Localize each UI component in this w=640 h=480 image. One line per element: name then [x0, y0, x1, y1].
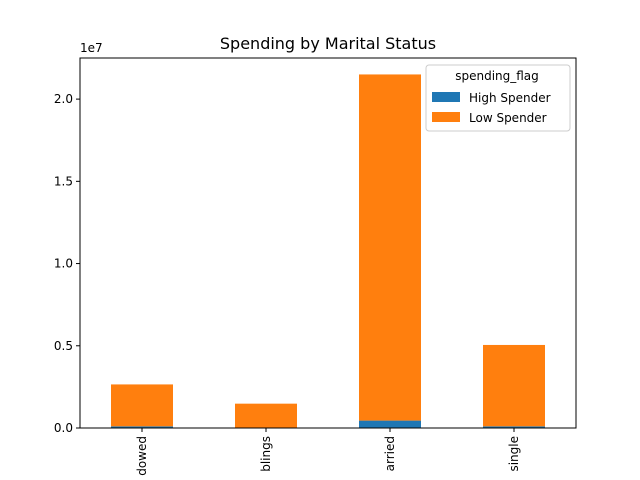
x-tick-label: dowed — [135, 436, 149, 476]
x-tick-label: arried — [383, 436, 397, 471]
chart-title: Spending by Marital Status — [220, 34, 436, 53]
legend-label: High Spender — [469, 91, 551, 105]
x-tick-label: blings — [259, 436, 273, 472]
legend-box — [425, 64, 571, 132]
plot-frame — [79, 57, 577, 429]
legend-title: spending_flag — [455, 69, 539, 83]
legend: spending_flag High Spender Low Spender — [425, 64, 571, 132]
y-axis-offset-label: 1e7 — [80, 41, 103, 55]
y-axis: 0.0 0.5 1.0 1.5 2.0 — [54, 92, 80, 435]
legend-label: Low Spender — [469, 111, 547, 125]
legend-items: High Spender Low Spender — [432, 91, 551, 125]
y-tick-label: 0.5 — [54, 339, 73, 353]
bar-low-spender-arried — [359, 74, 421, 421]
y-tick-label: 1.5 — [54, 174, 73, 188]
bar-high-spender-single — [483, 426, 545, 428]
legend-swatch — [432, 92, 460, 102]
bar-high-spender-dowed — [111, 426, 173, 428]
y-tick-label: 2.0 — [54, 92, 73, 106]
bar-high-spender-arried — [359, 420, 421, 428]
x-tick-label: single — [507, 436, 521, 472]
y-tick-label: 0.0 — [54, 421, 73, 435]
y-tick-label: 1.0 — [54, 257, 73, 271]
bar-low-spender-single — [483, 344, 545, 427]
legend-swatch — [432, 112, 460, 122]
x-axis: dowed blings arried single — [135, 428, 521, 476]
bars-group — [111, 74, 545, 428]
bar-low-spender-blings — [235, 403, 297, 428]
bar-low-spender-dowed — [111, 384, 173, 427]
